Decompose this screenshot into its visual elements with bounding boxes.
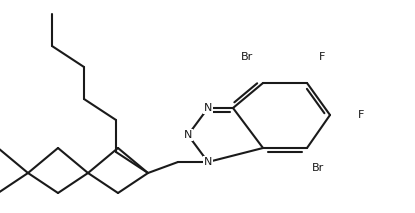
Text: F: F [319, 52, 325, 62]
Text: F: F [358, 110, 364, 120]
Text: Br: Br [312, 163, 324, 173]
Text: N: N [204, 103, 212, 113]
Text: Br: Br [241, 52, 253, 62]
Text: N: N [184, 130, 192, 140]
Text: N: N [204, 157, 212, 167]
